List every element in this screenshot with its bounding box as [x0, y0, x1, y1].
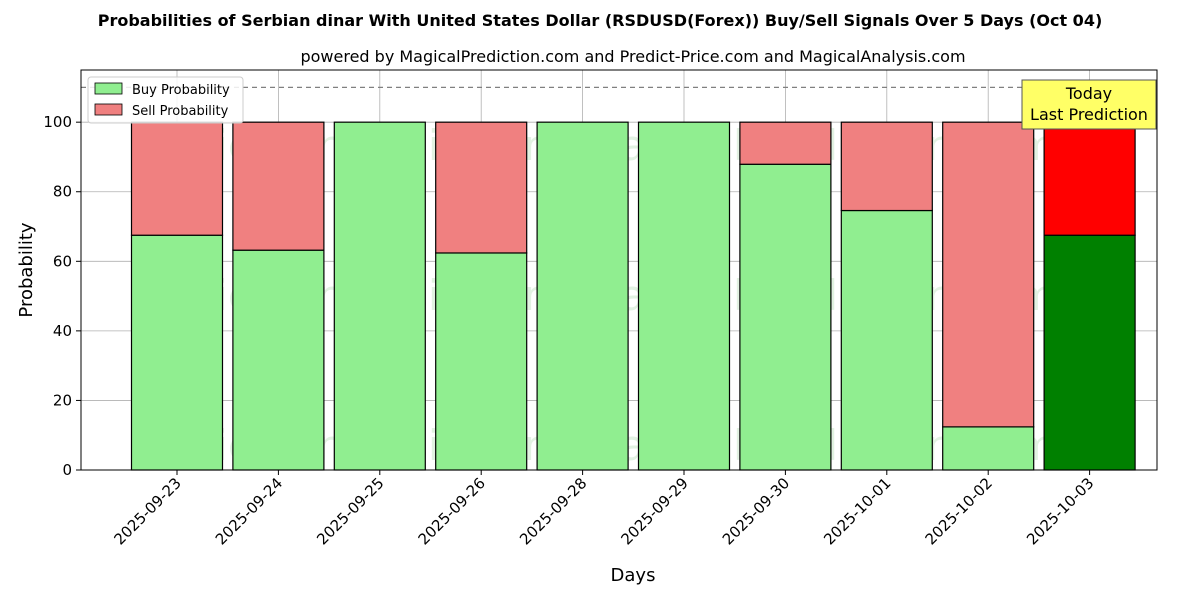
bar-buy-2025-09-24 [232, 249, 325, 471]
bar-sell-2025-10-03 [1043, 121, 1136, 236]
bar-buy-2025-09-25 [333, 121, 426, 471]
x-tick-label-7: 2025-10-01 [820, 474, 894, 548]
legend-label-sell: Sell Probability [132, 104, 229, 119]
y-tick-label-0: 0 [62, 461, 72, 479]
bars [130, 121, 1136, 471]
annotation-line-2: Last Prediction [1030, 105, 1148, 124]
x-tick-label-6: 2025-09-30 [719, 474, 793, 548]
bar-sell-2025-09-23 [130, 121, 224, 236]
x-tick-label-8: 2025-10-02 [922, 474, 996, 548]
bar-buy-2025-09-28 [536, 121, 629, 471]
bar-sell-2025-09-26 [435, 121, 528, 254]
x-tick-label-5: 2025-09-29 [617, 474, 691, 548]
bar-buy-2025-09-29 [637, 121, 731, 471]
bar-sell-2025-10-02 [942, 121, 1035, 428]
bar-buy-2025-10-01 [840, 209, 933, 471]
bar-buy-2025-09-23 [130, 234, 224, 471]
y-tick-label-5: 100 [43, 113, 72, 131]
bar-sell-2025-09-30 [739, 121, 832, 165]
bar-sell-2025-09-24 [232, 121, 325, 251]
x-axis-label: Days [611, 565, 656, 586]
x-tick-label-4: 2025-09-28 [516, 474, 590, 548]
bar-buy-2025-09-26 [435, 252, 528, 471]
y-axis-label: Probability [16, 222, 37, 317]
chart-subtitle: powered by MagicalPrediction.com and Pre… [300, 47, 965, 66]
legend-swatch-sell [94, 103, 123, 116]
legend-swatch-buy [94, 82, 123, 95]
legend: Buy Probability Sell Probability [87, 76, 244, 124]
y-tick-label-2: 40 [53, 322, 72, 340]
y-tick-label-3: 60 [53, 252, 72, 270]
bar-buy-2025-10-02 [942, 426, 1035, 471]
plot-frame [80, 69, 1158, 471]
x-axis-ticks: 2025-09-23 2025-09-24 2025-09-25 2025-09-26… [110, 470, 1097, 548]
y-axis-ticks: 0 20 40 60 80 100 [43, 113, 81, 479]
legend-box [87, 76, 244, 124]
bar-buy-2025-10-03 [1043, 234, 1136, 471]
bar-sell-2025-10-01 [840, 121, 933, 212]
x-tick-label-1: 2025-09-24 [212, 474, 286, 548]
annotation-line-1: Today [1065, 84, 1112, 103]
y-tick-label-4: 80 [53, 183, 72, 201]
x-tick-label-2: 2025-09-25 [313, 474, 387, 548]
chart-title: Probabilities of Serbian dinar With Unit… [98, 11, 1103, 30]
x-tick-label-0: 2025-09-23 [110, 474, 184, 548]
today-annotation: Today Last Prediction [1021, 79, 1157, 130]
x-tick-label-9: 2025-10-03 [1023, 474, 1097, 548]
x-tick-label-3: 2025-09-26 [415, 474, 489, 548]
y-tick-label-1: 20 [53, 391, 72, 409]
legend-label-buy: Buy Probability [132, 83, 230, 98]
bar-buy-2025-09-30 [739, 163, 832, 471]
annotation-box [1021, 79, 1157, 130]
